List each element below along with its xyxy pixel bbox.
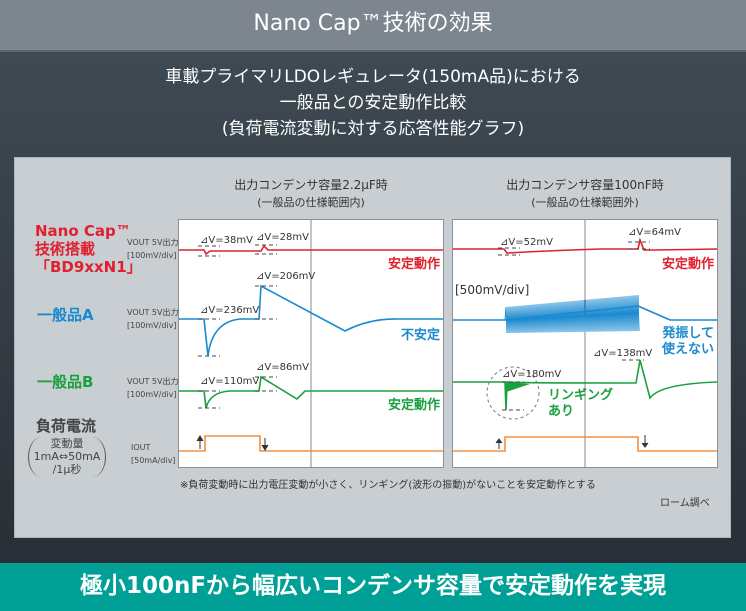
delta-markers xyxy=(198,241,650,411)
load-spec-line: /1μ秒 xyxy=(52,463,82,476)
trace-load-2 xyxy=(453,436,717,452)
row-label-b: 一般品B xyxy=(37,373,94,391)
trace-nanocap-1 xyxy=(179,244,443,256)
subtitle: 車載プライマリLDOレギュレータ(150mA品)における 一般品との安定動作比較… xyxy=(0,64,746,142)
subtitle-line2: 一般品との安定動作比較 xyxy=(279,93,467,113)
scale-label: [500mV/div] xyxy=(455,283,530,297)
status-label: 安定動作 xyxy=(387,257,440,272)
delta-label: ⊿V=28mV xyxy=(256,232,309,243)
status-label: リンギング あり xyxy=(548,388,614,419)
page-header: Nano Cap™技術の効果 xyxy=(0,0,746,52)
source-label: ローム調べ xyxy=(660,498,710,509)
ringing-fill xyxy=(506,382,530,392)
row-label-a: 一般品A xyxy=(37,306,94,324)
status-label: 安定動作 xyxy=(387,398,440,413)
status-label: 安定動作 xyxy=(661,257,714,272)
delta-label: ⊿V=38mV xyxy=(200,235,253,246)
delta-label: ⊿V=236mV xyxy=(200,305,260,316)
chart2-title: 出力コンデンサ容量100nF時 (一般品の仕様範囲外) xyxy=(506,178,664,209)
row-label-line: 技術搭載 xyxy=(35,240,96,258)
axis-label: IOUT [50mA/div] xyxy=(131,443,176,465)
load-arrows xyxy=(196,435,649,451)
row-label-nanocap: Nano Cap™ 技術搭載 「BD9xxN1」 xyxy=(35,222,142,276)
subtitle-line3: (負荷電流変動に対する応答性能グラフ) xyxy=(221,119,525,139)
delta-label: ⊿V=86mV xyxy=(256,362,309,373)
load-spec-line: 変動量 xyxy=(50,437,84,450)
bottom-banner: 極小100nFから幅広いコンデンサ容量で安定動作を実現 xyxy=(0,563,746,611)
row-label-line: Nano Cap™ xyxy=(35,222,131,240)
status-label: 不安定 xyxy=(400,328,440,343)
load-spec: 変動量 1mA⇔50mA /1μ秒 xyxy=(28,437,106,477)
delta-label: ⊿V=138mV xyxy=(593,348,653,359)
row-label-line: 「BD9xxN1」 xyxy=(35,258,142,276)
delta-label: ⊿V=52mV xyxy=(500,237,553,248)
chart1-title: 出力コンデンサ容量2.2μF時 (一般品の仕様範囲内) xyxy=(234,178,388,209)
delta-label: ⊿V=110mV xyxy=(200,376,260,387)
delta-label: ⊿V=206mV xyxy=(256,271,316,282)
trace-load-1 xyxy=(179,435,443,452)
axis-label: VOUT 5V出力 [100mV/div] xyxy=(127,377,179,399)
trace-nanocap-2 xyxy=(453,237,718,254)
footnote: ※負荷変動時に出力電圧変動が小さく、リンギング(波形の振動)がないことを安定動作… xyxy=(180,480,596,491)
axis-label: VOUT 5V出力 [100mV/div] xyxy=(127,308,179,330)
axis-label: VOUT 5V出力 [100mV/div] xyxy=(127,238,179,260)
row-label-load: 負荷電流 xyxy=(36,417,97,435)
load-spec-line: 1mA⇔50mA xyxy=(33,450,101,463)
subtitle-line1: 車載プライマリLDOレギュレータ(150mA品)における xyxy=(165,67,581,87)
trace-a-2-osc xyxy=(504,295,640,334)
delta-label: ⊿V=64mV xyxy=(628,227,681,238)
status-label: 発振して 使えない xyxy=(661,326,714,357)
delta-label: ⊿V=180mV xyxy=(502,369,562,380)
ringing-circle xyxy=(486,366,540,420)
